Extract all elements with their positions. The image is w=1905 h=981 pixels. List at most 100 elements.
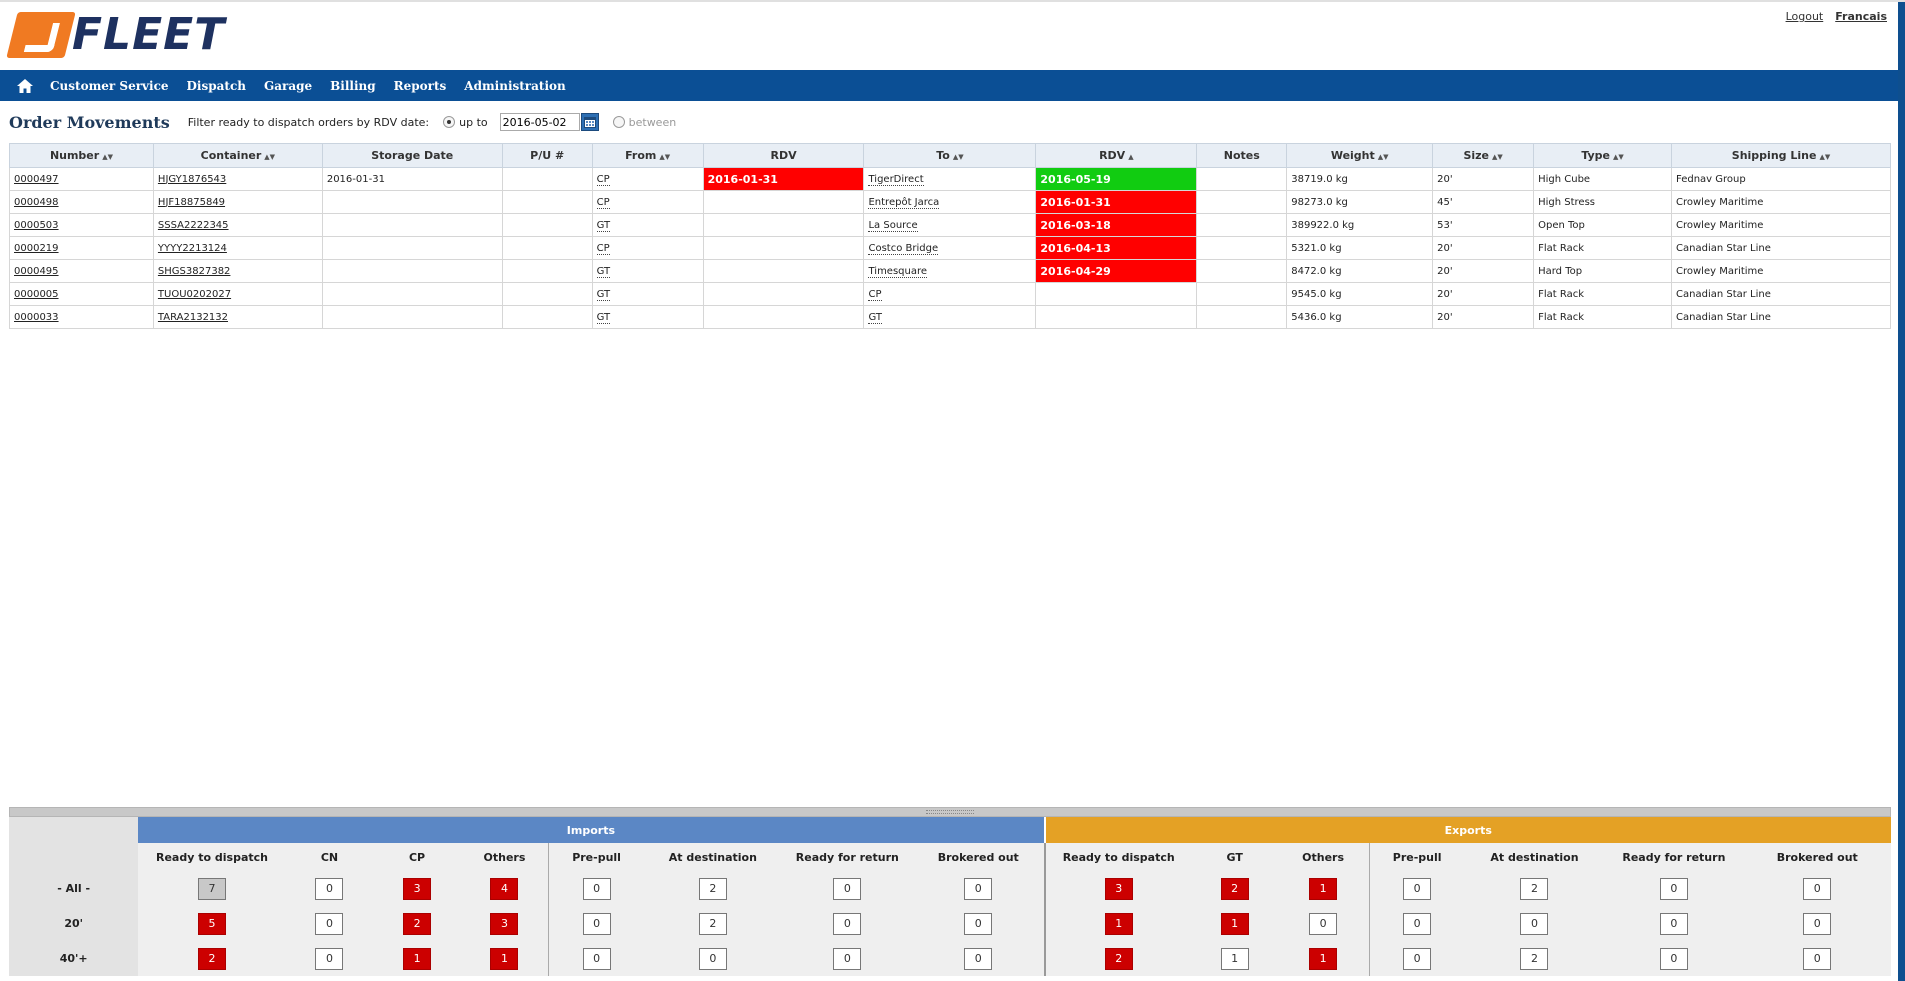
count-button[interactable]: 2 [698, 912, 727, 935]
count-button[interactable]: 0 [315, 947, 344, 970]
table-row[interactable]: 0000033 TARA2132132 GT GT 5436.0 kg 20' Flat R… [9, 305, 1891, 329]
count-button[interactable]: 0 [964, 877, 993, 900]
from-link[interactable]: CP [596, 173, 610, 186]
col-type[interactable]: Type ▲▼ [1533, 143, 1673, 168]
logo[interactable]: FLEET [6, 12, 225, 58]
count-button[interactable]: 5 [197, 912, 226, 935]
to-link[interactable]: TigerDirect [868, 173, 924, 186]
nav-garage[interactable]: Garage [263, 78, 313, 93]
order-number-link[interactable]: 0000503 [14, 219, 59, 231]
count-button[interactable]: 0 [1309, 912, 1338, 935]
count-button[interactable]: 3 [1104, 877, 1133, 900]
col-weight[interactable]: Weight ▲▼ [1286, 143, 1434, 168]
container-link[interactable]: HJF18875849 [157, 196, 226, 208]
count-button[interactable]: 0 [1520, 912, 1549, 935]
nav-reports[interactable]: Reports [393, 78, 447, 93]
order-number-link[interactable]: 0000495 [14, 265, 59, 277]
language-link[interactable]: Francais [1835, 10, 1887, 23]
count-button[interactable]: 0 [833, 877, 862, 900]
to-link[interactable]: GT [868, 311, 882, 324]
col-number[interactable]: Number ▲▼ [9, 143, 154, 168]
order-number-link[interactable]: 0000498 [14, 196, 59, 208]
container-link[interactable]: TARA2132132 [157, 311, 229, 323]
count-button[interactable]: 0 [315, 912, 344, 935]
count-button[interactable]: 1 [490, 947, 519, 970]
count-button[interactable]: 0 [1803, 912, 1832, 935]
radio-up-to[interactable]: up to [443, 116, 488, 129]
count-button[interactable]: 0 [582, 912, 611, 935]
count-button[interactable]: 0 [1659, 947, 1688, 970]
nav-billing[interactable]: Billing [330, 78, 376, 93]
table-row[interactable]: 0000495 SHGS3827382 GT Timesquare 2016-04-29… [9, 259, 1891, 283]
count-button[interactable]: 2 [197, 947, 226, 970]
nav-administration[interactable]: Administration [464, 78, 566, 93]
count-button[interactable]: 0 [1659, 877, 1688, 900]
count-button[interactable]: 0 [1803, 877, 1832, 900]
to-link[interactable]: Costco Bridge [868, 242, 939, 255]
col-rdv-to[interactable]: RDV ▲ [1035, 143, 1198, 168]
count-button[interactable]: 1 [1309, 877, 1338, 900]
count-button[interactable]: 1 [403, 947, 432, 970]
order-number-link[interactable]: 0000219 [14, 242, 59, 254]
logout-link[interactable]: Logout [1785, 10, 1824, 23]
count-button[interactable]: 2 [698, 877, 727, 900]
table-row[interactable]: 0000005 TUOU0202027 GT CP 9545.0 kg 20' Flat R… [9, 282, 1891, 306]
from-link[interactable]: GT [596, 288, 611, 301]
rdv-date-input[interactable] [499, 113, 580, 131]
col-to[interactable]: To ▲▼ [863, 143, 1037, 168]
to-link[interactable]: CP [868, 288, 882, 301]
col-from[interactable]: From ▲▼ [591, 143, 704, 168]
count-button[interactable]: 0 [1403, 912, 1432, 935]
count-button[interactable]: 2 [1220, 877, 1249, 900]
radio-between[interactable]: between [612, 116, 676, 129]
count-button[interactable]: 0 [833, 947, 862, 970]
order-number-link[interactable]: 0000005 [14, 288, 59, 300]
count-button[interactable]: 2 [1520, 947, 1549, 970]
count-button[interactable]: 4 [490, 877, 519, 900]
count-button[interactable]: 0 [698, 947, 727, 970]
table-row[interactable]: 0000219 YYYY2213124 CP Costco Bridge 2016-04… [9, 236, 1891, 260]
from-link[interactable]: CP [596, 242, 610, 255]
to-link[interactable]: Timesquare [868, 265, 928, 278]
count-button[interactable]: 0 [1659, 912, 1688, 935]
table-row[interactable]: 0000497 HJGY1876543 2016-01-31 CP 2016-01-31… [9, 167, 1891, 191]
home-icon[interactable] [14, 76, 36, 96]
count-button[interactable]: 1 [1104, 912, 1133, 935]
container-link[interactable]: SSSA2222345 [157, 219, 229, 231]
nav-dispatch[interactable]: Dispatch [186, 78, 246, 93]
order-number-link[interactable]: 0000497 [14, 173, 59, 185]
to-link[interactable]: La Source [868, 219, 918, 232]
container-link[interactable]: TUOU0202027 [157, 288, 232, 300]
from-link[interactable]: GT [596, 311, 611, 324]
container-link[interactable]: SHGS3827382 [157, 265, 231, 277]
count-button[interactable]: 3 [403, 877, 432, 900]
resize-handle[interactable] [9, 807, 1891, 817]
table-row[interactable]: 0000498 HJF18875849 CP Entrepôt Jarca 2016-0… [9, 190, 1891, 214]
nav-customer-service[interactable]: Customer Service [50, 78, 169, 93]
radio-up-to-button[interactable] [443, 116, 456, 128]
col-container[interactable]: Container ▲▼ [152, 143, 323, 168]
count-button[interactable]: 2 [1520, 877, 1549, 900]
count-button[interactable]: 0 [315, 877, 344, 900]
count-button[interactable]: 0 [964, 912, 993, 935]
count-button[interactable]: 3 [490, 912, 519, 935]
count-button[interactable]: 0 [964, 947, 993, 970]
count-button[interactable]: 2 [1104, 947, 1133, 970]
count-button[interactable]: 1 [1309, 947, 1338, 970]
container-link[interactable]: YYYY2213124 [157, 242, 227, 254]
container-link[interactable]: HJGY1876543 [157, 173, 227, 185]
from-link[interactable]: GT [596, 219, 611, 232]
count-button[interactable]: 1 [1220, 947, 1249, 970]
to-link[interactable]: Entrepôt Jarca [868, 196, 940, 209]
count-button[interactable]: 7 [197, 877, 226, 900]
count-button[interactable]: 0 [582, 947, 611, 970]
col-size[interactable]: Size ▲▼ [1432, 143, 1535, 168]
count-button[interactable]: 0 [1803, 947, 1832, 970]
calendar-icon[interactable] [580, 113, 599, 131]
from-link[interactable]: CP [596, 196, 610, 209]
count-button[interactable]: 0 [582, 877, 611, 900]
radio-between-button[interactable] [612, 116, 625, 128]
count-button[interactable]: 2 [403, 912, 432, 935]
col-shipping-line[interactable]: Shipping Line ▲▼ [1671, 143, 1891, 168]
count-button[interactable]: 1 [1220, 912, 1249, 935]
